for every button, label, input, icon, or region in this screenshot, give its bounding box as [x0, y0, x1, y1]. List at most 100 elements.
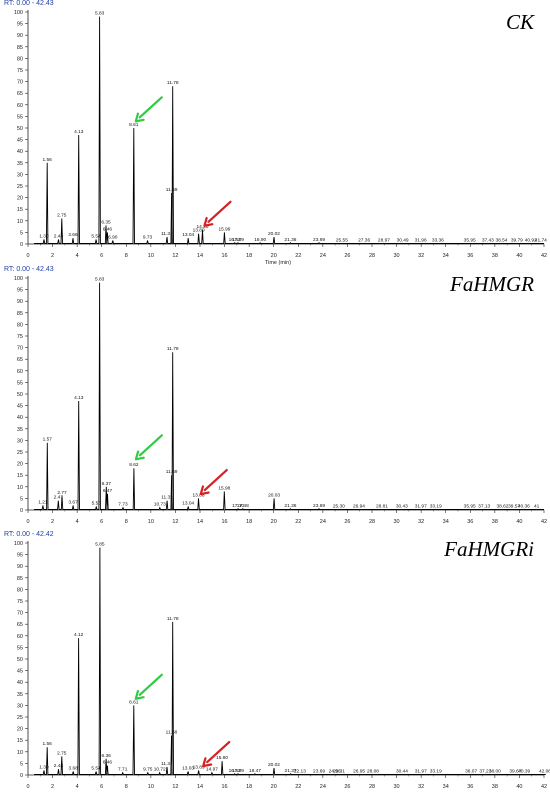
x-tick-label: 24 [320, 784, 326, 790]
peak-label: 6.35 [101, 219, 111, 225]
y-tick-label: 15 [17, 207, 23, 213]
x-tick-label: 20 [271, 253, 277, 259]
peak-label: 10.72 [154, 767, 166, 773]
peak-label: 30.43 [396, 503, 408, 509]
y-tick-label: 60 [17, 103, 23, 109]
peak-label: 2.47 [54, 495, 64, 501]
x-tick-label: 26 [344, 253, 350, 259]
peak-label: 5.56 [92, 501, 102, 507]
x-tick-label: 4 [76, 253, 79, 259]
y-tick-label: 70 [17, 611, 23, 617]
chromatogram-ck: 0510152025303540455055606570758085909510… [14, 10, 547, 265]
peak-label: 23.69 [313, 768, 325, 774]
red-arrow [207, 200, 232, 223]
peak-label: 26.95 [353, 768, 365, 774]
x-tick-label: 10 [148, 253, 154, 259]
x-tick-label: 32 [418, 784, 424, 790]
x-tick-label: 0 [26, 253, 29, 259]
peak-label: 3.68 [69, 766, 79, 772]
y-tick-label: 25 [17, 184, 23, 190]
peak-label: 4.12 [74, 632, 84, 638]
y-tick-label: 30 [17, 438, 23, 444]
peak-label: 31.97 [415, 768, 427, 774]
x-tick-label: 42 [541, 784, 547, 790]
peak-label: 15.80 [216, 755, 228, 761]
peak-label: 39.67 [509, 768, 521, 774]
rt-range-label: RT: 0.00 - 42.42 [4, 531, 54, 538]
peak-label: 8.62 [129, 462, 139, 468]
x-tick-label: 38 [492, 519, 498, 525]
peak-label: 17.10 [232, 503, 244, 509]
x-tick-label: 36 [467, 519, 473, 525]
y-tick-label: 95 [17, 22, 23, 28]
peak-label: 5.83 [95, 277, 105, 283]
peak-label: 13.04 [182, 501, 194, 507]
peak-label: 28.97 [378, 237, 390, 243]
x-tick-label: 12 [172, 784, 178, 790]
peak-label: 8.61 [129, 122, 139, 128]
peak-label: 5.54 [91, 233, 101, 239]
peak-label: 18.90 [254, 237, 266, 243]
chromatogram-trace [34, 547, 546, 775]
y-tick-label: 60 [17, 634, 23, 640]
peak-label: 7.71 [118, 767, 128, 773]
peak-label: 4.13 [74, 129, 84, 135]
rt-range-label: RT: 0.00 - 42.43 [4, 0, 54, 7]
y-tick-label: 80 [17, 587, 23, 593]
y-tick-label: 0 [20, 242, 23, 248]
peak-label: 38.62 [496, 503, 508, 509]
x-tick-label: 30 [394, 784, 400, 790]
peak-label: 30.44 [396, 768, 408, 774]
peak-label: 11.69 [166, 187, 178, 193]
peak-label: 2.48 [54, 763, 64, 769]
y-tick-label: 100 [14, 276, 23, 282]
y-tick-label: 20 [17, 727, 23, 733]
peak-label: 25.55 [336, 237, 348, 243]
red-arrow-head [202, 757, 213, 768]
y-tick-label: 20 [17, 196, 23, 202]
peak-label: 11.78 [167, 616, 179, 622]
peak-label: 33.19 [430, 768, 442, 774]
y-tick-label: 50 [17, 126, 23, 132]
peak-label: 26.94 [353, 503, 365, 509]
peak-label: 17.09 [232, 768, 244, 774]
x-tick-label: 6 [100, 784, 103, 790]
peak-label: 11.68 [166, 730, 178, 736]
x-tick-label: 20 [271, 519, 277, 525]
peak-label: 13.04 [182, 232, 194, 238]
peak-label: 11.69 [166, 469, 178, 475]
chromatogram-panel-fahmgri: RT: 0.00 - 42.42 FaHMGRi 0 5 10 15 20 25 30 35 4… [0, 531, 550, 795]
peak-label: 28.81 [376, 503, 388, 509]
peak-label: 15.98 [218, 485, 230, 491]
x-tick-label: 14 [197, 519, 203, 525]
x-tick-label: 30 [394, 253, 400, 259]
peak-label: 5.83 [95, 11, 105, 17]
x-tick-label: 26 [344, 519, 350, 525]
x-tick-label: 30 [394, 519, 400, 525]
x-tick-label: 28 [369, 519, 375, 525]
x-tick-label: 0 [26, 784, 29, 790]
peak-label: 27.36 [358, 237, 370, 243]
x-tick-label: 40 [516, 253, 522, 259]
peak-label: 39.57 [508, 503, 520, 509]
red-arrow-head [199, 485, 210, 496]
y-tick-label: 100 [14, 10, 23, 16]
y-tick-label: 40 [17, 680, 23, 686]
peak-label: 6.90 [108, 235, 118, 241]
peak-label: 13.89 [193, 764, 205, 770]
y-tick-label: 50 [17, 657, 23, 663]
peak-label: 3.66 [68, 232, 78, 238]
x-tick-label: 20 [271, 784, 277, 790]
y-tick-label: 55 [17, 380, 23, 386]
peak-label: 16.82 [229, 237, 241, 243]
x-tick-label: 10 [148, 519, 154, 525]
peak-label: 1.56 [42, 741, 52, 747]
x-tick-label: 36 [467, 253, 473, 259]
peak-label: 3.67 [68, 499, 78, 505]
y-tick-label: 45 [17, 138, 23, 144]
peak-label: 13.89 [193, 228, 205, 234]
y-tick-label: 30 [17, 172, 23, 178]
y-tick-label: 30 [17, 703, 23, 709]
peak-label: 37.23 [479, 768, 491, 774]
y-tick-label: 35 [17, 161, 23, 167]
